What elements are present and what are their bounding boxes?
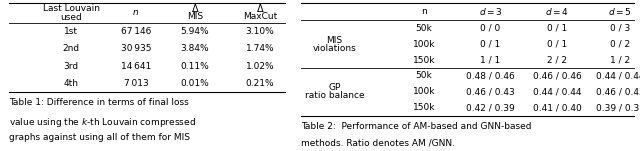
Text: 1.02%: 1.02%: [246, 62, 274, 71]
Text: $d = 5$: $d = 5$: [609, 6, 632, 17]
Text: 100k: 100k: [413, 87, 435, 96]
Text: methods. Ratio denotes AM /GNN.: methods. Ratio denotes AM /GNN.: [301, 139, 455, 148]
Text: n: n: [421, 7, 427, 16]
Text: 0 / 1: 0 / 1: [481, 40, 500, 49]
Text: ratio balance: ratio balance: [305, 91, 364, 100]
Text: 0 / 1: 0 / 1: [547, 40, 567, 49]
Text: 0 / 3: 0 / 3: [610, 24, 630, 33]
Text: 50k: 50k: [415, 71, 432, 80]
Text: Table 2:  Performance of AM-based and GNN-based: Table 2: Performance of AM-based and GNN…: [301, 122, 531, 131]
Text: GP: GP: [328, 83, 340, 92]
Text: 0.41 / 0.40: 0.41 / 0.40: [532, 103, 581, 112]
Text: 7 013: 7 013: [124, 79, 148, 88]
Text: 100k: 100k: [413, 40, 435, 49]
Text: MaxCut: MaxCut: [243, 12, 277, 21]
Text: 67 146: 67 146: [121, 27, 151, 36]
Text: 14 641: 14 641: [121, 62, 151, 71]
Text: $d = 3$: $d = 3$: [479, 6, 502, 17]
Text: 0.46 / 0.43: 0.46 / 0.43: [466, 87, 515, 96]
Text: graphs against using all of them for MIS: graphs against using all of them for MIS: [9, 133, 190, 142]
Text: 0.46 / 0.46: 0.46 / 0.46: [532, 71, 581, 80]
Text: MIS: MIS: [326, 36, 342, 45]
Text: 1 / 1: 1 / 1: [481, 56, 500, 64]
Text: 0 / 2: 0 / 2: [610, 40, 630, 49]
Text: 0 / 1: 0 / 1: [547, 24, 567, 33]
Text: 30 935: 30 935: [121, 44, 151, 53]
Text: 0.44 / 0.44: 0.44 / 0.44: [533, 87, 581, 96]
Text: 0.21%: 0.21%: [246, 79, 274, 88]
Text: 150k: 150k: [413, 103, 435, 112]
Text: 0.46 / 0.43: 0.46 / 0.43: [596, 87, 640, 96]
Text: 1st: 1st: [64, 27, 78, 36]
Text: violations: violations: [312, 44, 356, 53]
Text: 1.74%: 1.74%: [246, 44, 274, 53]
Text: 5.94%: 5.94%: [180, 27, 209, 36]
Text: $n$: $n$: [132, 8, 140, 17]
Text: 1 / 2: 1 / 2: [610, 56, 630, 64]
Text: 150k: 150k: [413, 56, 435, 64]
Text: used: used: [60, 13, 82, 22]
Text: 50k: 50k: [415, 24, 432, 33]
Text: 0 / 0: 0 / 0: [481, 24, 500, 33]
Text: 0.44 / 0.44: 0.44 / 0.44: [596, 71, 640, 80]
Text: 0.48 / 0.46: 0.48 / 0.46: [466, 71, 515, 80]
Text: 4th: 4th: [63, 79, 79, 88]
Text: 3rd: 3rd: [63, 62, 79, 71]
Text: 2nd: 2nd: [63, 44, 80, 53]
Text: Last Louvain: Last Louvain: [43, 4, 100, 13]
Text: 2 / 2: 2 / 2: [547, 56, 567, 64]
Text: 3.84%: 3.84%: [180, 44, 209, 53]
Text: $\Delta$: $\Delta$: [255, 2, 264, 14]
Text: $\Delta$: $\Delta$: [191, 2, 200, 14]
Text: 0.01%: 0.01%: [180, 79, 209, 88]
Text: value using the $k$-th Louvain compressed: value using the $k$-th Louvain compresse…: [9, 116, 196, 129]
Text: 0.39 / 0.39: 0.39 / 0.39: [596, 103, 640, 112]
Text: 3.10%: 3.10%: [246, 27, 274, 36]
Text: Table 1: Difference in terms of final loss: Table 1: Difference in terms of final lo…: [9, 98, 189, 107]
Text: 0.11%: 0.11%: [180, 62, 209, 71]
Text: 0.42 / 0.39: 0.42 / 0.39: [466, 103, 515, 112]
Text: $d = 4$: $d = 4$: [545, 6, 569, 17]
Text: and MaxCut on ($n$=150k, $d$=5) graph.: and MaxCut on ($n$=150k, $d$=5) graph.: [9, 150, 180, 151]
Text: MIS: MIS: [187, 12, 203, 21]
